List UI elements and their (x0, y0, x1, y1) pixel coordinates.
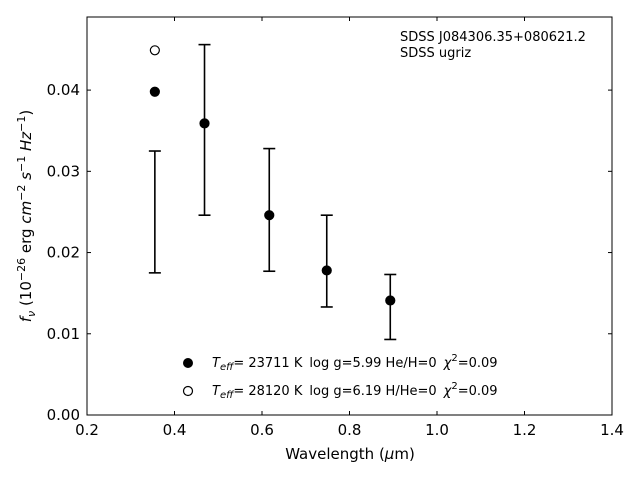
annotation-line1: SDSS J084306.35+080621.2 (400, 30, 586, 45)
y-tick-label: 0.03 (47, 162, 80, 180)
points-group (149, 45, 396, 306)
x-tick-label: 1.2 (513, 421, 537, 439)
y-tick-label: 0.04 (47, 81, 80, 99)
annotation-line2: SDSS ugriz (400, 46, 471, 61)
legend-marker-open (182, 385, 194, 397)
x-tick-label: 1.4 (600, 421, 624, 439)
legend-marker-filled (183, 358, 193, 368)
y-tick-label: 0.00 (47, 406, 80, 424)
model-point-filled (385, 295, 396, 306)
model-point-filled (199, 118, 210, 129)
model-point-filled (321, 265, 332, 276)
model-point-filled (149, 86, 160, 97)
x-tick-label: 1.0 (425, 421, 449, 439)
y-tick-label: 0.01 (47, 325, 80, 343)
x-axis-label: Wavelength (μm) (285, 445, 415, 463)
y-tick-label: 0.02 (47, 244, 80, 262)
x-tick-label: 0.6 (250, 421, 274, 439)
y-axis-label: fν (10−26 erg cm−2 s−1 Hz−1) (15, 110, 38, 323)
x-tick-label: 0.8 (338, 421, 362, 439)
x-tick-label: 0.2 (75, 421, 99, 439)
plot-area (86, 16, 613, 416)
errorbar-group (148, 43, 397, 341)
model-point-filled (264, 210, 275, 221)
model-point-open (149, 45, 160, 56)
tick-group: 0.2 0.4 0.6 0.8 1.0 1.2 1.4 0.00 0.01 0.02 0.03 0.0… (47, 17, 624, 439)
x-tick-label: 0.4 (163, 421, 187, 439)
